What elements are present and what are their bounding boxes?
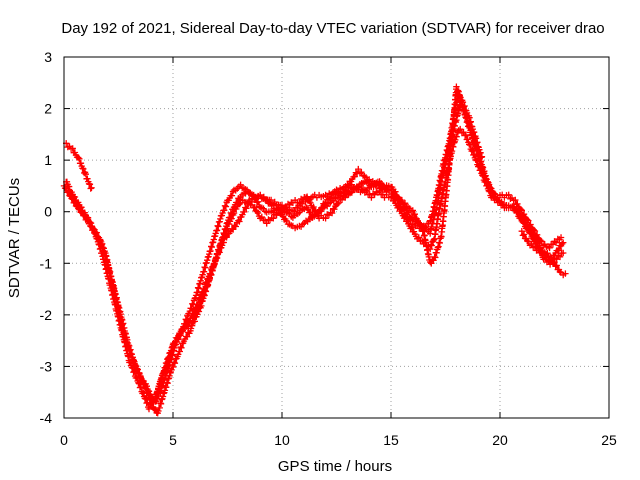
series-track-c <box>63 125 567 413</box>
x-tick-label: 20 <box>492 432 508 448</box>
marker-cluster <box>63 125 567 413</box>
x-tick-label: 15 <box>383 432 399 448</box>
marker-cluster <box>63 83 569 400</box>
x-axis-label: GPS time / hours <box>278 458 392 475</box>
x-tick-label: 10 <box>274 432 290 448</box>
axis-ticks: 0 5 10 15 20 25 -4 -3 -2 -1 0 1 2 3 <box>40 49 617 448</box>
x-tick-label: 25 <box>601 432 617 448</box>
x-tick-label: 5 <box>169 432 177 448</box>
marker-cluster <box>65 88 565 405</box>
x-tick-label: 0 <box>60 432 68 448</box>
y-tick-label: 2 <box>44 101 52 117</box>
series-track-b <box>65 88 565 405</box>
series-track-d <box>63 83 569 400</box>
y-tick-label: 0 <box>44 204 52 220</box>
y-tick-label: -3 <box>40 358 53 374</box>
y-tick-label: -1 <box>40 255 53 271</box>
chart-title: Day 192 of 2021, Sidereal Day-to-day VTE… <box>61 20 604 37</box>
y-tick-label: -2 <box>40 307 53 323</box>
grid <box>64 57 609 418</box>
y-axis-label: SDTVAR / TECUs <box>6 178 23 298</box>
y-tick-label: 1 <box>44 152 52 168</box>
y-tick-label: -4 <box>40 410 53 426</box>
y-tick-label: 3 <box>44 49 52 65</box>
plot-frame <box>63 56 610 419</box>
data-points <box>60 83 569 417</box>
